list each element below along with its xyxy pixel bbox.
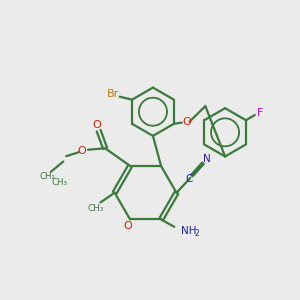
Text: CH₂: CH₂ <box>39 172 55 181</box>
Text: F: F <box>257 108 263 118</box>
Text: O: O <box>78 146 86 156</box>
Text: N: N <box>203 154 211 164</box>
Text: CH₃: CH₃ <box>87 204 104 213</box>
Text: 2: 2 <box>194 229 199 238</box>
Text: Br: Br <box>107 89 119 99</box>
Text: O: O <box>123 221 132 231</box>
Text: O: O <box>93 120 101 130</box>
Text: NH: NH <box>181 226 196 236</box>
Text: C: C <box>186 174 193 184</box>
Text: O: O <box>183 117 191 127</box>
Text: CH₃: CH₃ <box>52 178 68 188</box>
